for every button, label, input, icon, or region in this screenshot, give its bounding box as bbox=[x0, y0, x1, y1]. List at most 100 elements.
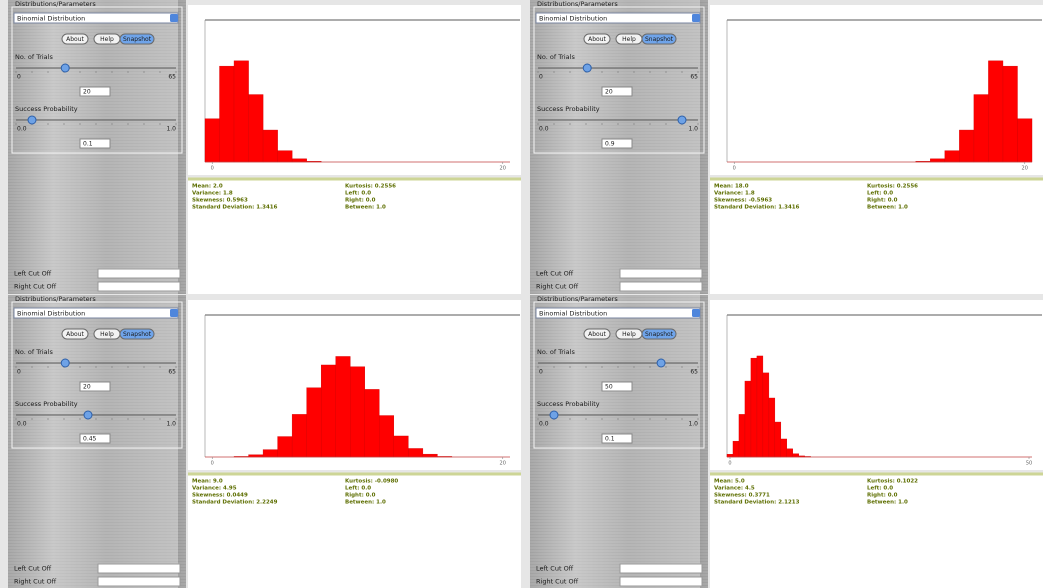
dropdown-arrow bbox=[170, 14, 178, 22]
stats-line: Mean: 2.0 bbox=[192, 184, 223, 190]
histogram-bar bbox=[320, 364, 336, 458]
slider-label: Success Probability bbox=[15, 105, 78, 113]
slider-max: 1.0 bbox=[688, 421, 698, 428]
histogram-bar bbox=[277, 436, 293, 458]
histogram-bar bbox=[422, 453, 438, 458]
cutoff-label: Right Cut Off bbox=[14, 283, 57, 291]
cutoff-input[interactable] bbox=[97, 281, 181, 292]
parameter-group bbox=[533, 6, 705, 154]
button-label: Help bbox=[622, 331, 636, 338]
slider-thumb[interactable] bbox=[656, 358, 666, 368]
histogram-bar bbox=[973, 94, 989, 163]
slider-min: 0.0 bbox=[17, 126, 27, 133]
dropdown-text: Binomial Distribution bbox=[17, 15, 85, 23]
stats-area bbox=[188, 473, 521, 588]
stats-line: Standard Deviation: 1.3416 bbox=[192, 205, 278, 211]
slider-thumb[interactable] bbox=[582, 63, 592, 73]
button-label: About bbox=[66, 36, 84, 43]
histogram-bar bbox=[988, 60, 1004, 163]
slider-max: 1.0 bbox=[688, 126, 698, 133]
stats-line: Left: 0.0 bbox=[345, 191, 371, 197]
button[interactable] bbox=[61, 328, 89, 340]
cutoff-label: Left Cut Off bbox=[14, 270, 52, 278]
slider-thumb[interactable] bbox=[549, 410, 559, 420]
button[interactable] bbox=[583, 328, 611, 340]
histogram-bar bbox=[408, 448, 424, 458]
value-field[interactable] bbox=[601, 86, 633, 97]
stats-area bbox=[710, 178, 1043, 294]
stats-line: Standard Deviation: 2.1213 bbox=[714, 500, 800, 506]
cutoff-label: Right Cut Off bbox=[536, 283, 579, 291]
stats-line: Between: 1.0 bbox=[867, 500, 908, 506]
button[interactable] bbox=[641, 33, 677, 45]
slider-label: No. of Trials bbox=[15, 53, 53, 61]
slider-max: 65 bbox=[168, 369, 176, 376]
stats-line: Standard Deviation: 1.3416 bbox=[714, 205, 800, 211]
dropdown-arrow bbox=[170, 309, 178, 317]
button[interactable] bbox=[61, 33, 89, 45]
histogram-bar bbox=[335, 356, 351, 458]
histogram-bar bbox=[780, 438, 788, 458]
histogram-bar bbox=[756, 355, 764, 458]
slider-min: 0 bbox=[17, 369, 21, 376]
stats-area bbox=[188, 178, 521, 294]
stats-line: Between: 1.0 bbox=[345, 205, 386, 211]
stats-line: Left: 0.0 bbox=[867, 191, 893, 197]
button[interactable] bbox=[583, 33, 611, 45]
group-title: Distributions/Parameters bbox=[15, 295, 96, 303]
cutoff-input[interactable] bbox=[619, 268, 703, 279]
cutoff-input[interactable] bbox=[619, 563, 703, 574]
histogram-bar bbox=[219, 65, 235, 163]
x-tick-label: 0 bbox=[728, 461, 731, 467]
button[interactable] bbox=[119, 328, 155, 340]
button[interactable] bbox=[641, 328, 677, 340]
cutoff-input[interactable] bbox=[97, 268, 181, 279]
cutoff-input[interactable] bbox=[97, 576, 181, 587]
value-field[interactable] bbox=[601, 138, 633, 149]
histogram-bar bbox=[762, 372, 770, 458]
button-label: Help bbox=[100, 331, 114, 338]
slider-thumb[interactable] bbox=[27, 115, 37, 125]
slider-thumb[interactable] bbox=[60, 358, 70, 368]
stats-line: Kurtosis: 0.2556 bbox=[345, 184, 396, 190]
button-label: Snapshot bbox=[645, 331, 674, 338]
histogram-bar bbox=[750, 357, 758, 458]
value-field[interactable] bbox=[601, 381, 633, 392]
histogram-bar bbox=[262, 129, 278, 163]
histogram-bar bbox=[204, 118, 220, 163]
stats-line: Kurtosis: 0.1022 bbox=[867, 479, 918, 485]
value-text: 0.1 bbox=[605, 436, 615, 443]
value-field[interactable] bbox=[601, 433, 633, 444]
button-label: Help bbox=[622, 36, 636, 43]
cutoff-input[interactable] bbox=[619, 281, 703, 292]
parameter-group bbox=[11, 6, 183, 154]
value-field[interactable] bbox=[79, 433, 111, 444]
slider-label: No. of Trials bbox=[537, 53, 575, 61]
cutoff-input[interactable] bbox=[97, 563, 181, 574]
button-label: Snapshot bbox=[645, 36, 674, 43]
slider-thumb[interactable] bbox=[60, 63, 70, 73]
value-field[interactable] bbox=[79, 138, 111, 149]
value-field[interactable] bbox=[79, 86, 111, 97]
histogram-bar bbox=[726, 454, 734, 458]
slider-min: 0 bbox=[539, 74, 543, 81]
parameter-group bbox=[533, 301, 705, 449]
group-title: Distributions/Parameters bbox=[537, 295, 618, 303]
value-field[interactable] bbox=[79, 381, 111, 392]
value-text: 0.45 bbox=[83, 436, 97, 443]
slider-min: 0 bbox=[17, 74, 21, 81]
histogram-bar bbox=[1017, 118, 1033, 163]
button[interactable] bbox=[119, 33, 155, 45]
dropdown-text: Binomial Distribution bbox=[17, 310, 85, 318]
stats-line: Mean: 9.0 bbox=[192, 479, 223, 485]
cutoff-input[interactable] bbox=[619, 576, 703, 587]
slider-max: 65 bbox=[168, 74, 176, 81]
slider-thumb[interactable] bbox=[83, 410, 93, 420]
stats-line: Kurtosis: 0.2556 bbox=[867, 184, 918, 190]
histogram-bar bbox=[379, 415, 395, 458]
slider-label: No. of Trials bbox=[15, 348, 53, 356]
histogram-bar bbox=[306, 387, 322, 458]
button-label: About bbox=[66, 331, 84, 338]
slider-thumb[interactable] bbox=[677, 115, 687, 125]
